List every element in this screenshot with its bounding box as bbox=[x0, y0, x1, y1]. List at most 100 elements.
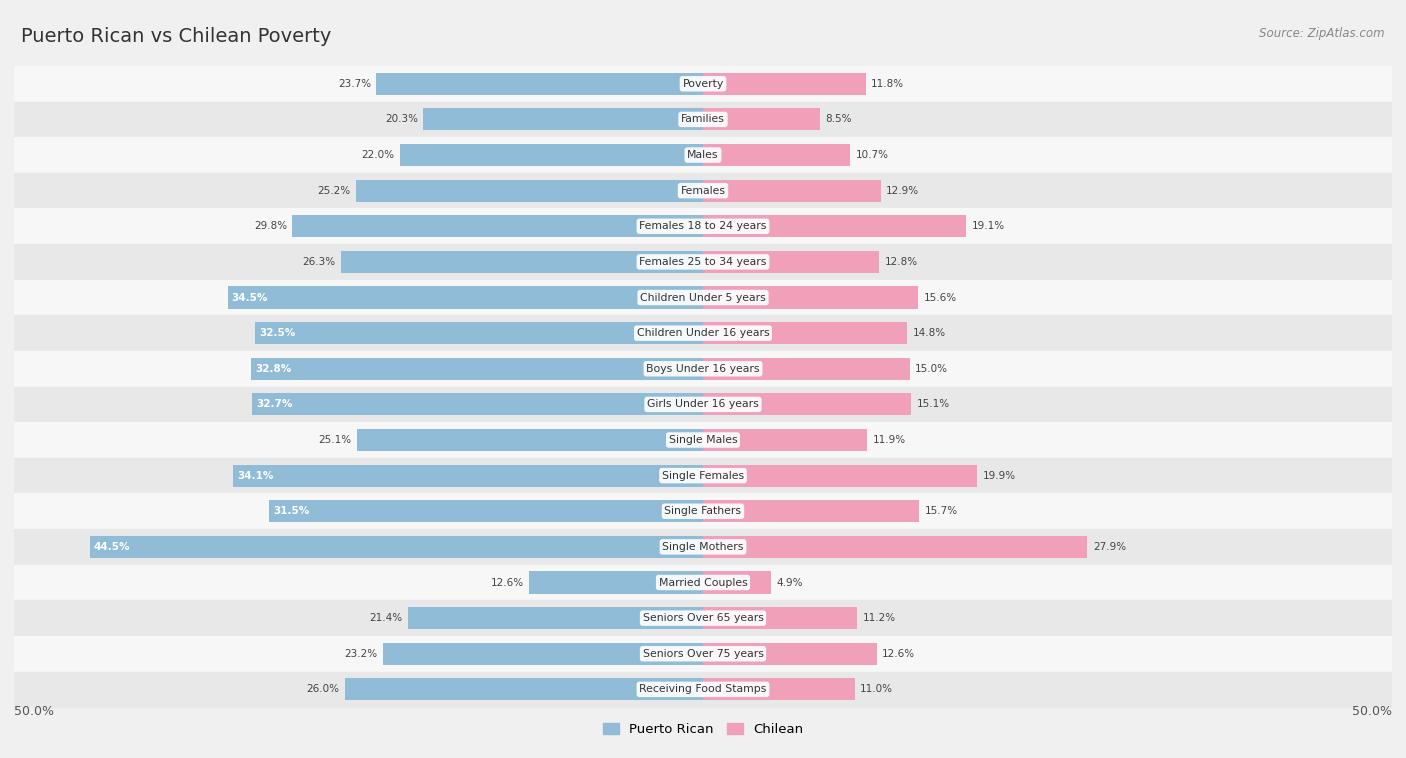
Bar bbox=[253, 393, 703, 415]
Text: Source: ZipAtlas.com: Source: ZipAtlas.com bbox=[1260, 27, 1385, 39]
Text: Children Under 5 years: Children Under 5 years bbox=[640, 293, 766, 302]
Bar bbox=[14, 600, 1392, 636]
Text: 8.5%: 8.5% bbox=[825, 114, 852, 124]
Text: 44.5%: 44.5% bbox=[94, 542, 131, 552]
Text: 10.7%: 10.7% bbox=[856, 150, 889, 160]
Text: Puerto Rican vs Chilean Poverty: Puerto Rican vs Chilean Poverty bbox=[21, 27, 332, 45]
Bar bbox=[703, 678, 855, 700]
Bar bbox=[703, 465, 977, 487]
Text: 19.1%: 19.1% bbox=[972, 221, 1005, 231]
Text: 15.0%: 15.0% bbox=[915, 364, 948, 374]
Text: 15.7%: 15.7% bbox=[925, 506, 957, 516]
Bar bbox=[703, 73, 866, 95]
Text: 23.7%: 23.7% bbox=[337, 79, 371, 89]
Text: Females 25 to 34 years: Females 25 to 34 years bbox=[640, 257, 766, 267]
Text: 21.4%: 21.4% bbox=[370, 613, 402, 623]
Text: Poverty: Poverty bbox=[682, 79, 724, 89]
Bar bbox=[703, 393, 911, 415]
Text: 12.9%: 12.9% bbox=[886, 186, 920, 196]
Text: Single Fathers: Single Fathers bbox=[665, 506, 741, 516]
Text: Receiving Food Stamps: Receiving Food Stamps bbox=[640, 684, 766, 694]
Bar bbox=[356, 180, 703, 202]
Bar bbox=[703, 607, 858, 629]
Text: Children Under 16 years: Children Under 16 years bbox=[637, 328, 769, 338]
Bar bbox=[292, 215, 703, 237]
Text: 32.5%: 32.5% bbox=[259, 328, 295, 338]
Bar bbox=[530, 572, 703, 594]
Bar bbox=[408, 607, 703, 629]
Bar bbox=[703, 251, 879, 273]
Bar bbox=[14, 387, 1392, 422]
Bar bbox=[14, 102, 1392, 137]
Bar bbox=[703, 643, 876, 665]
Text: Seniors Over 75 years: Seniors Over 75 years bbox=[643, 649, 763, 659]
Bar bbox=[14, 672, 1392, 707]
Text: Females 18 to 24 years: Females 18 to 24 years bbox=[640, 221, 766, 231]
Bar bbox=[384, 643, 703, 665]
Bar bbox=[340, 251, 703, 273]
Bar bbox=[703, 108, 820, 130]
Bar bbox=[254, 322, 703, 344]
Text: 23.2%: 23.2% bbox=[344, 649, 378, 659]
Bar bbox=[703, 215, 966, 237]
Text: 12.8%: 12.8% bbox=[884, 257, 918, 267]
Text: 34.1%: 34.1% bbox=[238, 471, 274, 481]
Text: Single Males: Single Males bbox=[669, 435, 737, 445]
Text: 32.8%: 32.8% bbox=[254, 364, 291, 374]
Text: Girls Under 16 years: Girls Under 16 years bbox=[647, 399, 759, 409]
Text: 32.7%: 32.7% bbox=[256, 399, 292, 409]
Bar bbox=[14, 208, 1392, 244]
Bar bbox=[14, 351, 1392, 387]
Bar bbox=[14, 422, 1392, 458]
Text: 25.2%: 25.2% bbox=[318, 186, 350, 196]
Bar bbox=[14, 493, 1392, 529]
Bar bbox=[423, 108, 703, 130]
Text: 12.6%: 12.6% bbox=[491, 578, 524, 587]
Text: 4.9%: 4.9% bbox=[776, 578, 803, 587]
Text: 20.3%: 20.3% bbox=[385, 114, 418, 124]
Bar bbox=[377, 73, 703, 95]
Text: 26.3%: 26.3% bbox=[302, 257, 335, 267]
Bar bbox=[703, 429, 868, 451]
Bar bbox=[233, 465, 703, 487]
Text: Boys Under 16 years: Boys Under 16 years bbox=[647, 364, 759, 374]
Text: 19.9%: 19.9% bbox=[983, 471, 1015, 481]
Text: 12.6%: 12.6% bbox=[882, 649, 915, 659]
Text: Single Mothers: Single Mothers bbox=[662, 542, 744, 552]
Bar bbox=[703, 144, 851, 166]
Text: 50.0%: 50.0% bbox=[1353, 705, 1392, 718]
Text: Females: Females bbox=[681, 186, 725, 196]
Legend: Puerto Rican, Chilean: Puerto Rican, Chilean bbox=[598, 718, 808, 742]
Text: Seniors Over 65 years: Seniors Over 65 years bbox=[643, 613, 763, 623]
Bar bbox=[14, 244, 1392, 280]
Text: 27.9%: 27.9% bbox=[1092, 542, 1126, 552]
Bar bbox=[14, 529, 1392, 565]
Bar bbox=[14, 66, 1392, 102]
Text: 22.0%: 22.0% bbox=[361, 150, 394, 160]
Bar bbox=[703, 287, 918, 309]
Text: 14.8%: 14.8% bbox=[912, 328, 946, 338]
Bar bbox=[252, 358, 703, 380]
Bar bbox=[14, 458, 1392, 493]
Bar bbox=[703, 180, 880, 202]
Text: 34.5%: 34.5% bbox=[232, 293, 269, 302]
Bar bbox=[703, 322, 907, 344]
Text: 15.1%: 15.1% bbox=[917, 399, 949, 409]
Bar bbox=[14, 315, 1392, 351]
Text: 25.1%: 25.1% bbox=[319, 435, 352, 445]
Bar bbox=[703, 358, 910, 380]
Text: Single Females: Single Females bbox=[662, 471, 744, 481]
Bar bbox=[14, 565, 1392, 600]
Text: 26.0%: 26.0% bbox=[307, 684, 339, 694]
Text: 15.6%: 15.6% bbox=[924, 293, 956, 302]
Bar bbox=[357, 429, 703, 451]
Text: Married Couples: Married Couples bbox=[658, 578, 748, 587]
Text: 50.0%: 50.0% bbox=[14, 705, 53, 718]
Text: Families: Families bbox=[681, 114, 725, 124]
Text: 11.0%: 11.0% bbox=[860, 684, 893, 694]
Bar bbox=[14, 173, 1392, 208]
Bar bbox=[14, 137, 1392, 173]
Bar bbox=[14, 636, 1392, 672]
Bar bbox=[703, 572, 770, 594]
Text: Males: Males bbox=[688, 150, 718, 160]
